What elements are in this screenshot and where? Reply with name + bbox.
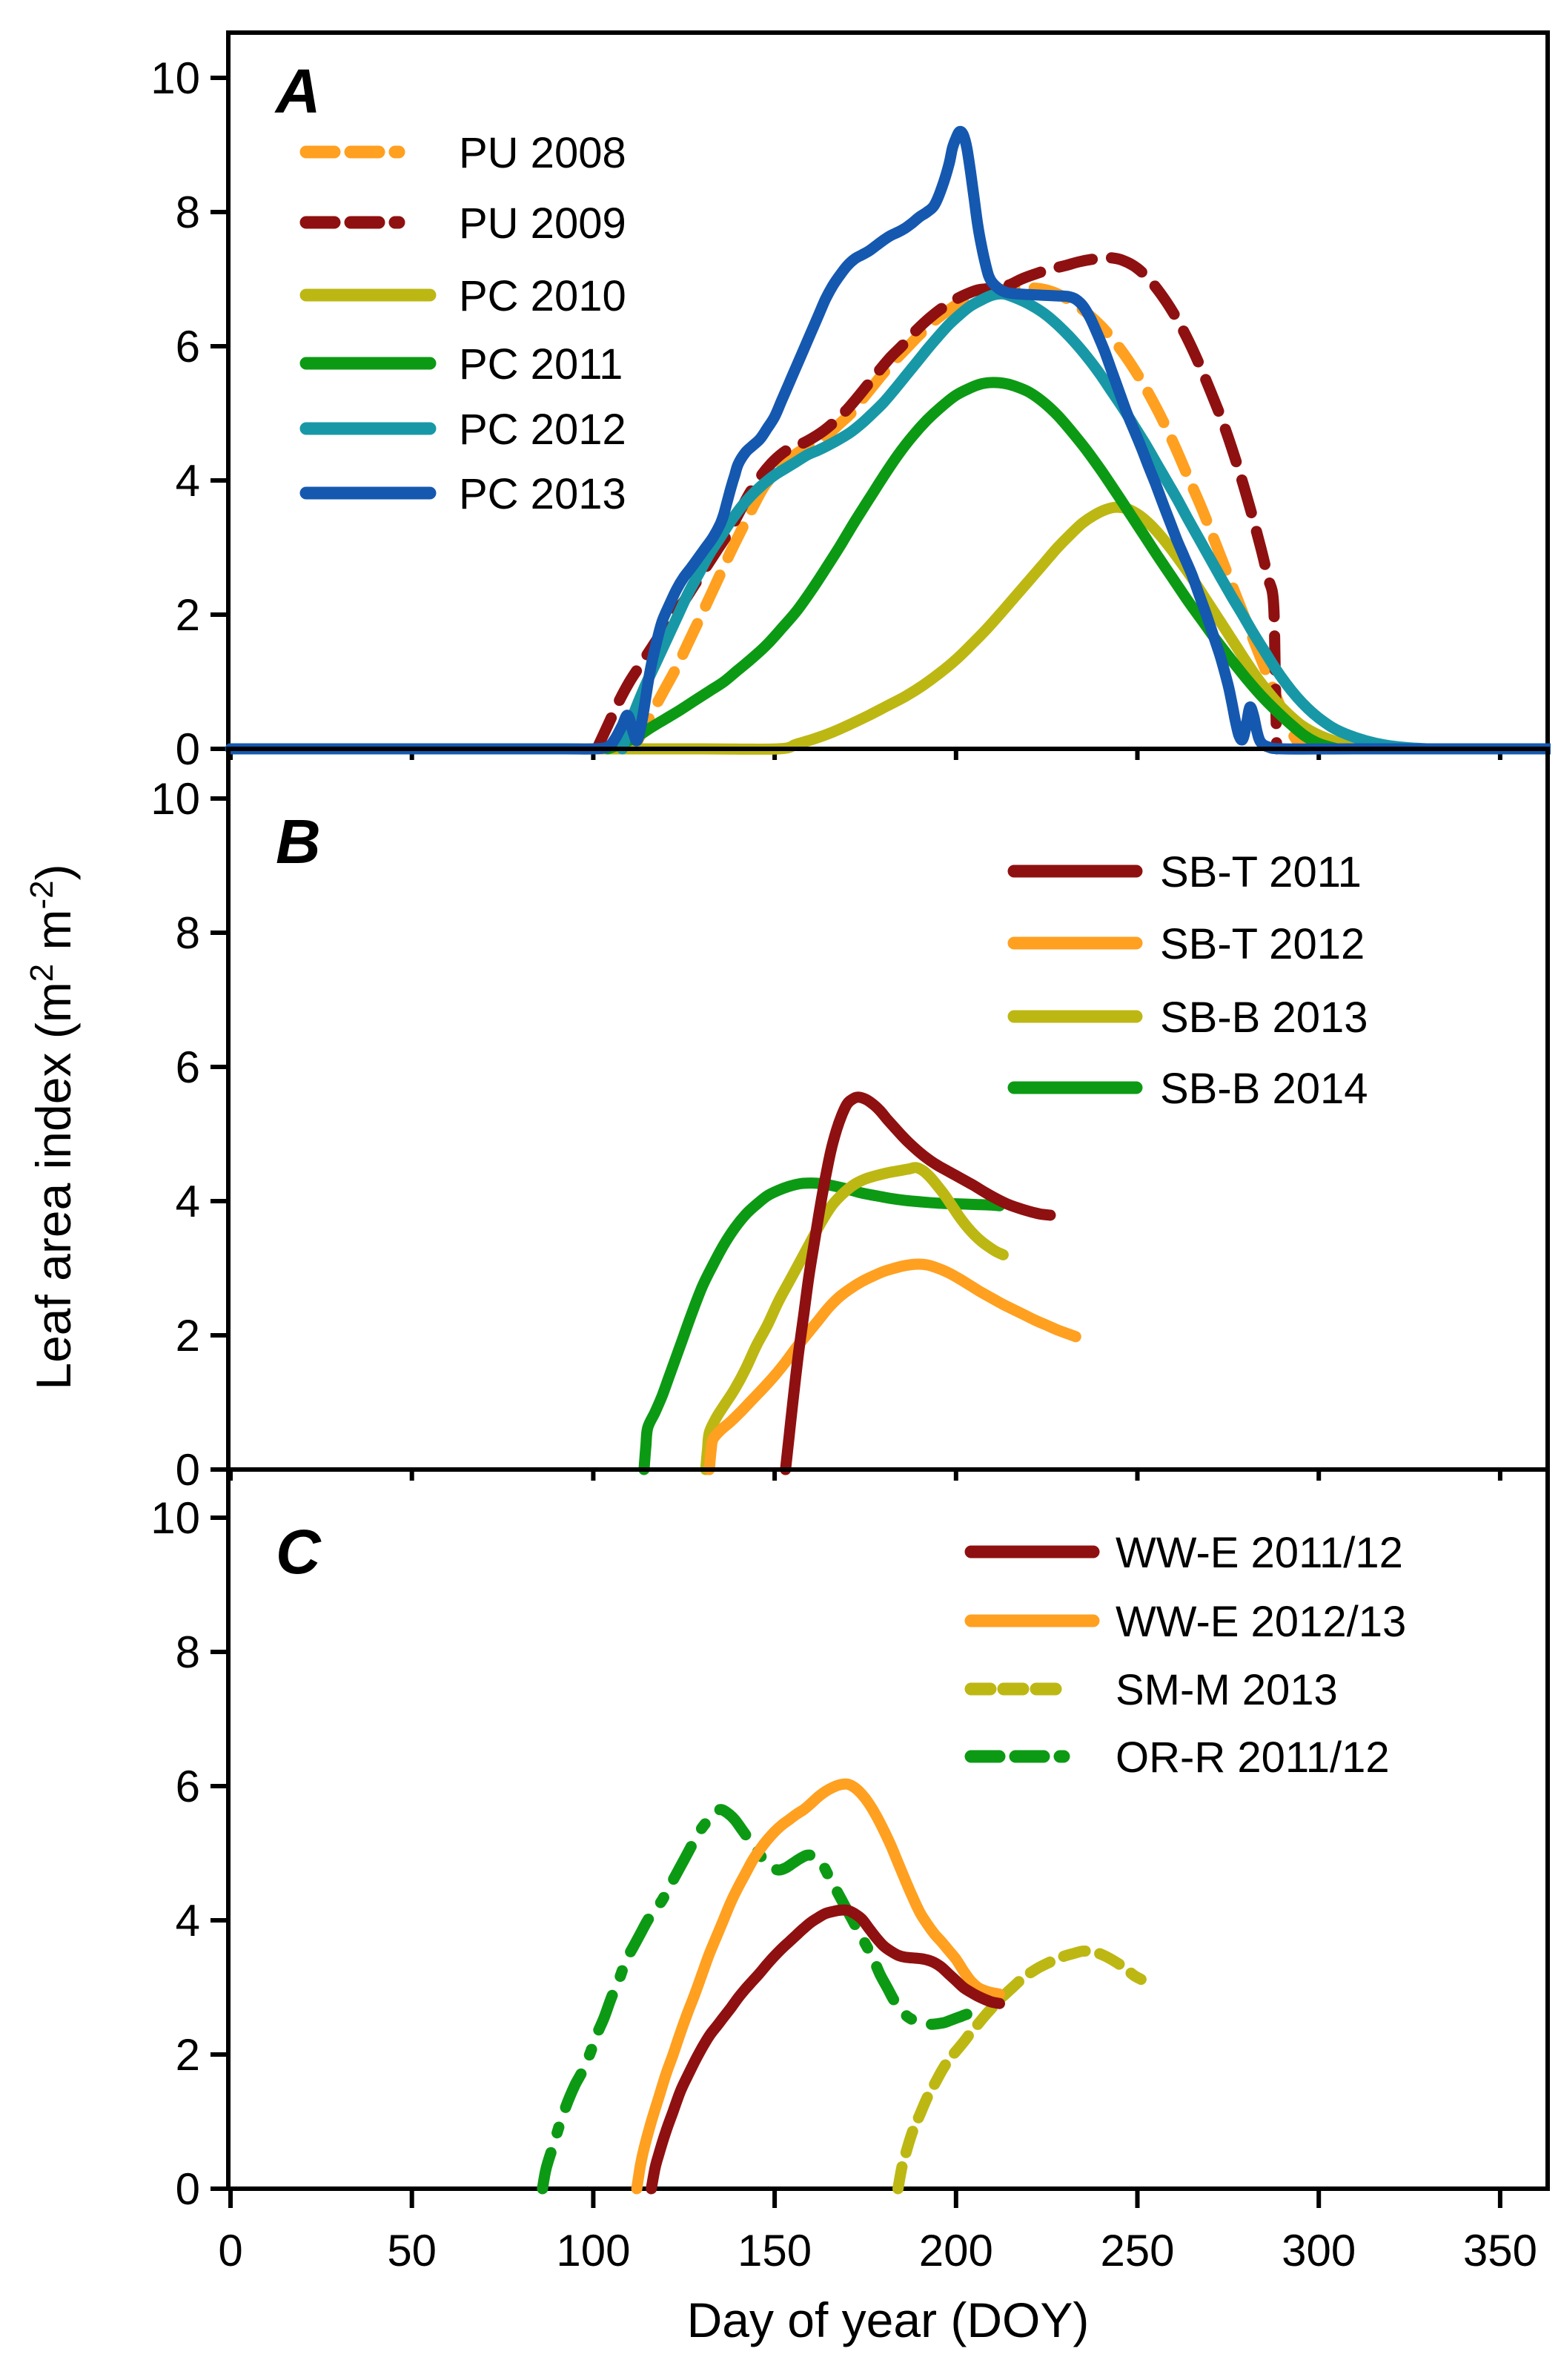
y-tick-label: 2 [176, 2030, 200, 2080]
x-tick-label: 50 [387, 2226, 437, 2275]
legend-label-sb-b-2014: SB-B 2014 [1160, 1065, 1368, 1113]
x-tick-label: 250 [1100, 2226, 1174, 2275]
y-tick-label: 4 [176, 1177, 200, 1226]
x-tick-label: 200 [919, 2226, 993, 2275]
x-axis-label: Day of year (DOY) [687, 2293, 1090, 2347]
y-tick-label: 2 [176, 1311, 200, 1361]
curve-sb-t-2012 [703, 1258, 1081, 1475]
x-tick-label: 300 [1282, 2226, 1356, 2275]
legend-label-ww-e-2011-12: WW-E 2011/12 [1116, 1529, 1403, 1577]
curve-ww-e-2011-12 [646, 1904, 1005, 2195]
curve-ww-e-2012-13 [631, 1778, 1005, 2195]
panel-C-frame [226, 1467, 1550, 2191]
legend-label-sb-t-2011: SB-T 2011 [1160, 848, 1362, 896]
y-axis-label-superscript: -2 [24, 880, 60, 909]
y-tick-label: 0 [176, 724, 200, 774]
y-tick-label: 6 [176, 1762, 200, 1811]
y-tick-label: 8 [176, 188, 200, 237]
y-axis-label-superscript: 2 [24, 964, 60, 982]
curve-sb-t-2011 [780, 1091, 1056, 1475]
curve-pc-2013 [225, 125, 1551, 755]
y-tick-label: 6 [176, 322, 200, 371]
chart-render-root: 0 2 4 6 8 10 PU 2008 PU 2009 PC 2010 PC 2011 PC 20… [150, 30, 1551, 2275]
y-tick-label: 0 [176, 1445, 200, 1495]
legend-label-pc-2013: PC 2013 [459, 470, 626, 518]
panel-letter-b: B [276, 807, 321, 876]
curve-sm-m-2013 [892, 1945, 1147, 2195]
x-tick-label: 350 [1463, 2226, 1537, 2275]
y-axis-label-text: ) [26, 864, 81, 880]
x-tick-label: 0 [218, 2226, 242, 2275]
y-tick-label: 2 [176, 590, 200, 640]
x-tick-label: 100 [556, 2226, 630, 2275]
curve-pc-2012 [617, 288, 1434, 755]
legend-label-ww-e-2012-13: WW-E 2012/13 [1116, 1598, 1406, 1646]
curve-sb-b-2014 [638, 1177, 1005, 1475]
legend-label-pu-2009: PU 2009 [459, 199, 626, 248]
y-tick-label: 6 [176, 1042, 200, 1092]
y-tick-label: 4 [176, 1896, 200, 1946]
y-tick-label: 10 [150, 53, 200, 103]
legend-label-sb-t-2012: SB-T 2012 [1160, 920, 1365, 968]
legend-label-pc-2011: PC 2011 [459, 340, 623, 389]
y-axis-label: Leaf area index (m2 m-2) [24, 864, 81, 1389]
legend-label-pu-2008: PU 2008 [459, 129, 626, 177]
x-tick-label: 150 [738, 2226, 812, 2275]
y-tick-label: 10 [150, 774, 200, 824]
legend-label-pc-2012: PC 2012 [459, 406, 626, 454]
panel-letter-a: A [274, 56, 321, 126]
legend-label-pc-2010: PC 2010 [459, 272, 626, 320]
curve-sb-b-2013 [700, 1162, 1009, 1475]
y-tick-label: 8 [176, 1627, 200, 1677]
legend-label-sm-m-2013: SM-M 2013 [1116, 1666, 1338, 1714]
y-tick-label: 10 [150, 1493, 200, 1543]
legend-label-sb-b-2013: SB-B 2013 [1160, 994, 1368, 1042]
y-tick-label: 8 [176, 908, 200, 958]
legend-label-or-r-2011-12: OR-R 2011/12 [1116, 1733, 1390, 1782]
y-tick-label: 0 [176, 2164, 200, 2214]
panel-letter-c: C [276, 1517, 322, 1587]
y-axis-label-text: m [26, 909, 81, 963]
y-tick-label: 4 [176, 456, 200, 506]
y-axis-label-text: Leaf area index (m [26, 982, 81, 1389]
curve-pc-2010 [225, 501, 1390, 755]
